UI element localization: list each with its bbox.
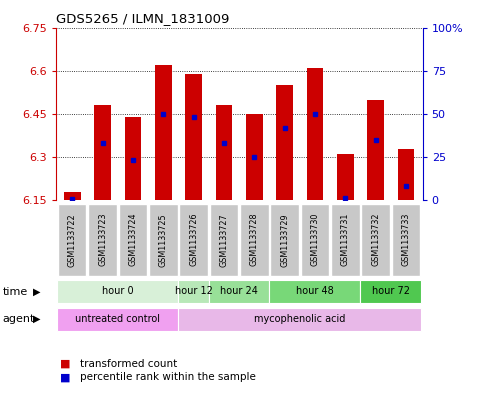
FancyBboxPatch shape <box>210 204 238 275</box>
Text: GSM1133728: GSM1133728 <box>250 213 259 266</box>
FancyBboxPatch shape <box>301 204 329 275</box>
Text: GSM1133727: GSM1133727 <box>219 213 228 266</box>
FancyBboxPatch shape <box>57 308 178 331</box>
FancyBboxPatch shape <box>57 280 178 303</box>
Text: ■: ■ <box>60 358 71 369</box>
Bar <box>215 105 232 200</box>
Text: ▶: ▶ <box>33 314 41 324</box>
Text: GSM1133732: GSM1133732 <box>371 213 380 266</box>
FancyBboxPatch shape <box>119 204 147 275</box>
FancyBboxPatch shape <box>178 280 209 303</box>
FancyBboxPatch shape <box>179 204 208 275</box>
Text: agent: agent <box>2 314 35 324</box>
Text: GSM1133726: GSM1133726 <box>189 213 198 266</box>
Bar <box>276 85 293 200</box>
FancyBboxPatch shape <box>240 204 269 275</box>
Text: GSM1133723: GSM1133723 <box>98 213 107 266</box>
Text: ▶: ▶ <box>33 286 41 297</box>
FancyBboxPatch shape <box>392 204 420 275</box>
FancyBboxPatch shape <box>361 204 390 275</box>
Text: hour 24: hour 24 <box>220 286 258 296</box>
Text: transformed count: transformed count <box>80 358 177 369</box>
FancyBboxPatch shape <box>149 204 177 275</box>
Text: ■: ■ <box>60 372 71 382</box>
Text: time: time <box>2 286 28 297</box>
Bar <box>155 65 171 200</box>
FancyBboxPatch shape <box>178 308 421 331</box>
Text: percentile rank within the sample: percentile rank within the sample <box>80 372 256 382</box>
FancyBboxPatch shape <box>270 280 360 303</box>
Bar <box>64 192 81 200</box>
Text: GSM1133722: GSM1133722 <box>68 213 77 266</box>
Bar <box>307 68 323 200</box>
Bar <box>246 114 263 200</box>
Bar <box>185 73 202 200</box>
Text: hour 48: hour 48 <box>296 286 334 296</box>
Bar <box>125 117 141 200</box>
FancyBboxPatch shape <box>270 204 299 275</box>
Text: GSM1133725: GSM1133725 <box>159 213 168 266</box>
FancyBboxPatch shape <box>88 204 117 275</box>
Bar <box>94 105 111 200</box>
Text: hour 72: hour 72 <box>372 286 410 296</box>
Text: hour 0: hour 0 <box>102 286 133 296</box>
Text: untreated control: untreated control <box>75 314 160 324</box>
FancyBboxPatch shape <box>58 204 86 275</box>
FancyBboxPatch shape <box>331 204 359 275</box>
Text: hour 12: hour 12 <box>175 286 213 296</box>
Bar <box>367 99 384 200</box>
Text: GSM1133733: GSM1133733 <box>401 213 411 266</box>
Text: GSM1133724: GSM1133724 <box>128 213 137 266</box>
Text: mycophenolic acid: mycophenolic acid <box>254 314 345 324</box>
Text: GSM1133729: GSM1133729 <box>280 213 289 266</box>
Text: GSM1133730: GSM1133730 <box>311 213 319 266</box>
Text: GSM1133731: GSM1133731 <box>341 213 350 266</box>
Bar <box>337 154 354 200</box>
Text: GDS5265 / ILMN_1831009: GDS5265 / ILMN_1831009 <box>56 12 229 25</box>
FancyBboxPatch shape <box>209 280 270 303</box>
Bar <box>398 149 414 200</box>
FancyBboxPatch shape <box>360 280 421 303</box>
